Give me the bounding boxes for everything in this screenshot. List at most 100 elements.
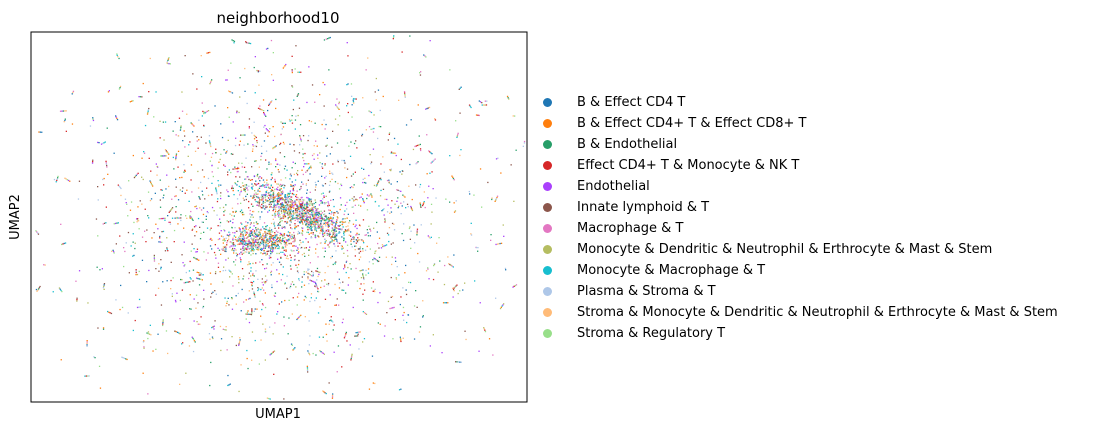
data-point — [289, 195, 291, 197]
data-point — [384, 218, 386, 220]
data-point — [245, 157, 247, 159]
data-point — [391, 200, 393, 202]
data-point — [277, 241, 279, 243]
data-point — [278, 189, 280, 191]
data-point — [426, 134, 428, 136]
data-point — [103, 177, 105, 180]
data-point — [58, 287, 61, 289]
data-point — [356, 199, 358, 201]
data-point — [116, 119, 119, 121]
data-point — [150, 182, 152, 185]
data-point — [265, 242, 267, 244]
data-point — [196, 140, 198, 142]
data-point — [288, 238, 290, 240]
data-point — [364, 249, 367, 251]
data-point — [332, 234, 334, 236]
data-point — [411, 198, 413, 201]
data-point — [299, 124, 302, 126]
data-point — [257, 173, 259, 176]
data-point — [236, 184, 238, 186]
data-point — [98, 365, 101, 367]
data-point — [119, 308, 121, 311]
data-point — [327, 244, 329, 246]
data-point — [315, 215, 317, 217]
data-point — [296, 249, 298, 251]
scatter-points — [35, 35, 526, 400]
data-point — [317, 256, 319, 258]
data-point — [279, 237, 281, 239]
data-point — [275, 230, 278, 232]
data-point — [327, 38, 329, 40]
data-point — [285, 197, 287, 199]
data-point — [239, 228, 241, 230]
data-point — [288, 234, 291, 236]
data-point — [270, 270, 273, 272]
data-point — [179, 333, 181, 335]
data-point — [336, 98, 338, 100]
data-point — [164, 250, 167, 252]
data-point — [347, 225, 349, 227]
data-point — [345, 331, 347, 334]
data-point — [260, 177, 263, 179]
data-point — [351, 116, 353, 118]
data-point — [415, 163, 417, 165]
data-point — [390, 151, 393, 153]
data-point — [430, 162, 432, 164]
data-point — [216, 191, 218, 193]
data-point — [285, 205, 287, 207]
data-point — [359, 256, 362, 258]
data-point — [386, 312, 388, 314]
data-point — [191, 123, 193, 125]
data-point — [192, 219, 194, 221]
data-point — [362, 311, 364, 313]
data-point — [332, 329, 334, 331]
data-point — [412, 148, 415, 151]
data-point — [115, 243, 117, 245]
data-point — [269, 326, 271, 328]
data-point — [135, 174, 137, 177]
data-point — [318, 226, 320, 228]
data-point — [200, 55, 202, 57]
data-point — [364, 312, 367, 315]
data-point — [307, 351, 310, 353]
data-point — [470, 233, 472, 235]
data-point — [258, 203, 260, 205]
data-point — [297, 207, 299, 209]
data-point — [269, 250, 272, 252]
data-point — [71, 93, 73, 95]
data-point — [437, 271, 439, 273]
data-point — [328, 212, 330, 215]
data-point — [346, 84, 348, 86]
data-point — [234, 264, 236, 266]
data-point — [358, 348, 360, 350]
data-point — [376, 259, 379, 262]
data-point — [310, 167, 312, 169]
data-point — [379, 292, 381, 294]
data-point — [180, 217, 182, 219]
data-point — [331, 320, 333, 322]
data-point — [319, 232, 321, 234]
data-point — [309, 300, 311, 303]
data-point — [203, 231, 205, 233]
data-point — [350, 243, 352, 245]
data-point — [230, 271, 232, 273]
data-point — [270, 256, 272, 259]
data-point — [420, 224, 422, 226]
data-point — [308, 201, 311, 203]
data-point — [239, 96, 241, 98]
data-point — [272, 242, 274, 244]
data-point — [403, 91, 406, 93]
data-point — [150, 181, 152, 183]
data-point — [281, 227, 283, 229]
data-point — [271, 231, 273, 233]
data-point — [142, 178, 144, 181]
data-point — [294, 128, 296, 130]
data-point — [384, 219, 386, 222]
data-point — [272, 195, 274, 197]
data-point — [180, 214, 182, 216]
data-point — [262, 233, 264, 235]
data-point — [254, 183, 256, 185]
data-point — [274, 178, 276, 181]
data-point — [290, 259, 292, 261]
data-point — [302, 227, 304, 229]
